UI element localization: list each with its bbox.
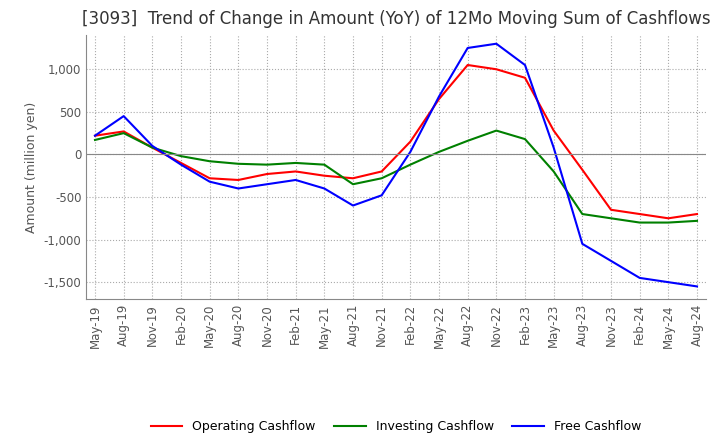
- Operating Cashflow: [693, 211, 701, 216]
- Operating Cashflow: [292, 169, 300, 174]
- Free Cashflow: [635, 275, 644, 281]
- Free Cashflow: [148, 143, 157, 149]
- Investing Cashflow: [464, 138, 472, 143]
- Investing Cashflow: [148, 145, 157, 150]
- Operating Cashflow: [120, 129, 128, 134]
- Free Cashflow: [263, 182, 271, 187]
- Investing Cashflow: [320, 162, 328, 167]
- Free Cashflow: [406, 149, 415, 154]
- Investing Cashflow: [91, 137, 99, 143]
- Operating Cashflow: [549, 128, 558, 133]
- Operating Cashflow: [464, 62, 472, 68]
- Investing Cashflow: [205, 158, 214, 164]
- Free Cashflow: [205, 179, 214, 184]
- Operating Cashflow: [435, 96, 444, 102]
- Free Cashflow: [664, 279, 672, 285]
- Operating Cashflow: [406, 139, 415, 144]
- Investing Cashflow: [292, 160, 300, 165]
- Free Cashflow: [492, 41, 500, 46]
- Operating Cashflow: [320, 173, 328, 178]
- Investing Cashflow: [578, 211, 587, 216]
- Free Cashflow: [693, 284, 701, 289]
- Operating Cashflow: [176, 160, 185, 165]
- Investing Cashflow: [406, 162, 415, 167]
- Operating Cashflow: [578, 167, 587, 172]
- Free Cashflow: [435, 94, 444, 99]
- Title: [3093]  Trend of Change in Amount (YoY) of 12Mo Moving Sum of Cashflows: [3093] Trend of Change in Amount (YoY) o…: [81, 10, 711, 28]
- Investing Cashflow: [521, 136, 529, 142]
- Operating Cashflow: [635, 211, 644, 216]
- Free Cashflow: [464, 45, 472, 51]
- Operating Cashflow: [521, 75, 529, 81]
- Investing Cashflow: [664, 220, 672, 225]
- Investing Cashflow: [549, 169, 558, 174]
- Free Cashflow: [91, 133, 99, 138]
- Y-axis label: Amount (million yen): Amount (million yen): [25, 102, 38, 233]
- Operating Cashflow: [492, 66, 500, 72]
- Free Cashflow: [549, 145, 558, 150]
- Free Cashflow: [234, 186, 243, 191]
- Operating Cashflow: [607, 207, 616, 213]
- Investing Cashflow: [120, 131, 128, 136]
- Operating Cashflow: [377, 169, 386, 174]
- Investing Cashflow: [435, 149, 444, 154]
- Operating Cashflow: [263, 171, 271, 176]
- Line: Free Cashflow: Free Cashflow: [95, 44, 697, 286]
- Investing Cashflow: [263, 162, 271, 167]
- Free Cashflow: [521, 62, 529, 68]
- Free Cashflow: [120, 114, 128, 119]
- Investing Cashflow: [635, 220, 644, 225]
- Line: Investing Cashflow: Investing Cashflow: [95, 131, 697, 223]
- Free Cashflow: [292, 177, 300, 183]
- Operating Cashflow: [664, 216, 672, 221]
- Investing Cashflow: [176, 154, 185, 159]
- Free Cashflow: [320, 186, 328, 191]
- Legend: Operating Cashflow, Investing Cashflow, Free Cashflow: Operating Cashflow, Investing Cashflow, …: [146, 415, 646, 438]
- Investing Cashflow: [377, 176, 386, 181]
- Investing Cashflow: [234, 161, 243, 166]
- Free Cashflow: [578, 241, 587, 246]
- Operating Cashflow: [148, 145, 157, 150]
- Free Cashflow: [377, 193, 386, 198]
- Operating Cashflow: [91, 133, 99, 138]
- Investing Cashflow: [607, 216, 616, 221]
- Operating Cashflow: [205, 176, 214, 181]
- Investing Cashflow: [348, 182, 357, 187]
- Line: Operating Cashflow: Operating Cashflow: [95, 65, 697, 218]
- Investing Cashflow: [492, 128, 500, 133]
- Investing Cashflow: [693, 218, 701, 224]
- Operating Cashflow: [234, 177, 243, 183]
- Operating Cashflow: [348, 176, 357, 181]
- Free Cashflow: [176, 162, 185, 167]
- Free Cashflow: [348, 203, 357, 208]
- Free Cashflow: [607, 258, 616, 264]
